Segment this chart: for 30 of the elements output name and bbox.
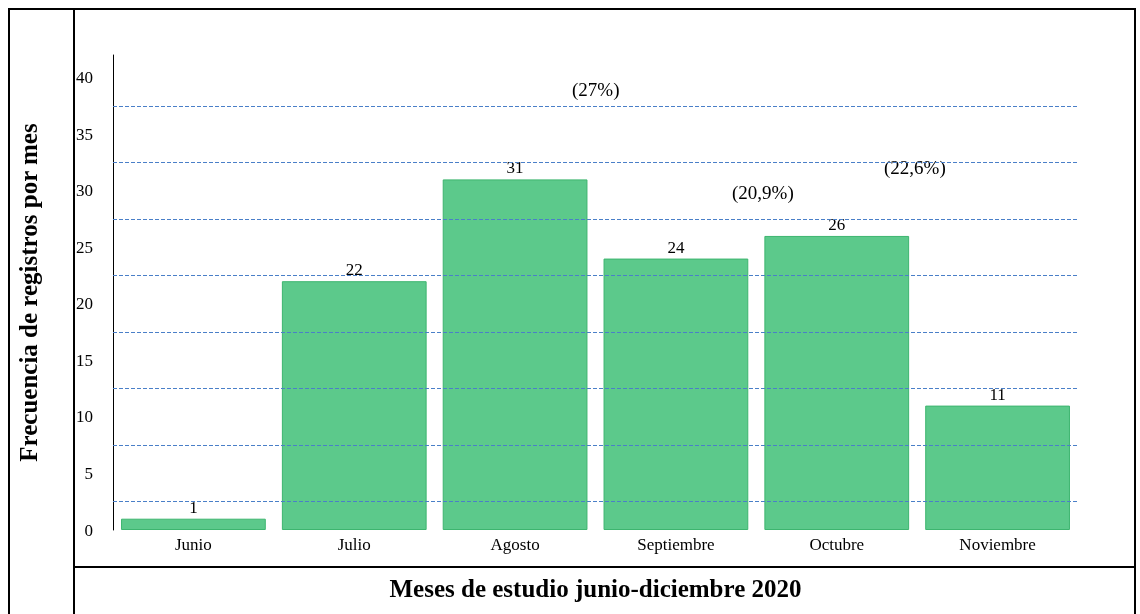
y-tick-label: 30 <box>76 181 93 201</box>
y-tick-label: 25 <box>76 237 93 257</box>
x-tick-label: Julio <box>337 535 371 554</box>
y-tick-label: 5 <box>84 463 93 483</box>
y-tick-label: 20 <box>76 294 93 314</box>
bar <box>442 179 588 530</box>
y-tick-label: 35 <box>76 124 93 144</box>
x-axis-title: Meses de estudio junio-diciembre 2020 <box>389 575 802 602</box>
x-tick-label: Septiembre <box>637 535 715 554</box>
y-tick-label: 0 <box>84 520 93 540</box>
bar <box>121 518 266 530</box>
y-axis-title: Frecuencia de registros por mes <box>15 123 42 462</box>
data-label: 11 <box>989 384 1006 404</box>
x-tick-label: Junio <box>174 535 212 554</box>
data-label: 22 <box>345 260 363 280</box>
x-tick-label: Agosto <box>490 535 540 554</box>
data-label: 1 <box>189 497 198 517</box>
y-tick-label: 15 <box>76 350 93 370</box>
annotation: (27%) <box>572 79 620 101</box>
bar <box>925 405 1070 530</box>
annotation: (22,6%) <box>884 157 946 179</box>
bar <box>764 235 910 530</box>
y-tick-label: 40 <box>76 68 93 88</box>
x-tick-label: Octubre <box>809 535 865 554</box>
data-label: 24 <box>667 237 685 257</box>
annotation: (20,9%) <box>732 182 794 204</box>
y-tick-label: 10 <box>76 407 93 427</box>
bar <box>281 281 427 530</box>
x-tick-label: Noviembre <box>959 535 1036 554</box>
bar <box>603 258 749 530</box>
